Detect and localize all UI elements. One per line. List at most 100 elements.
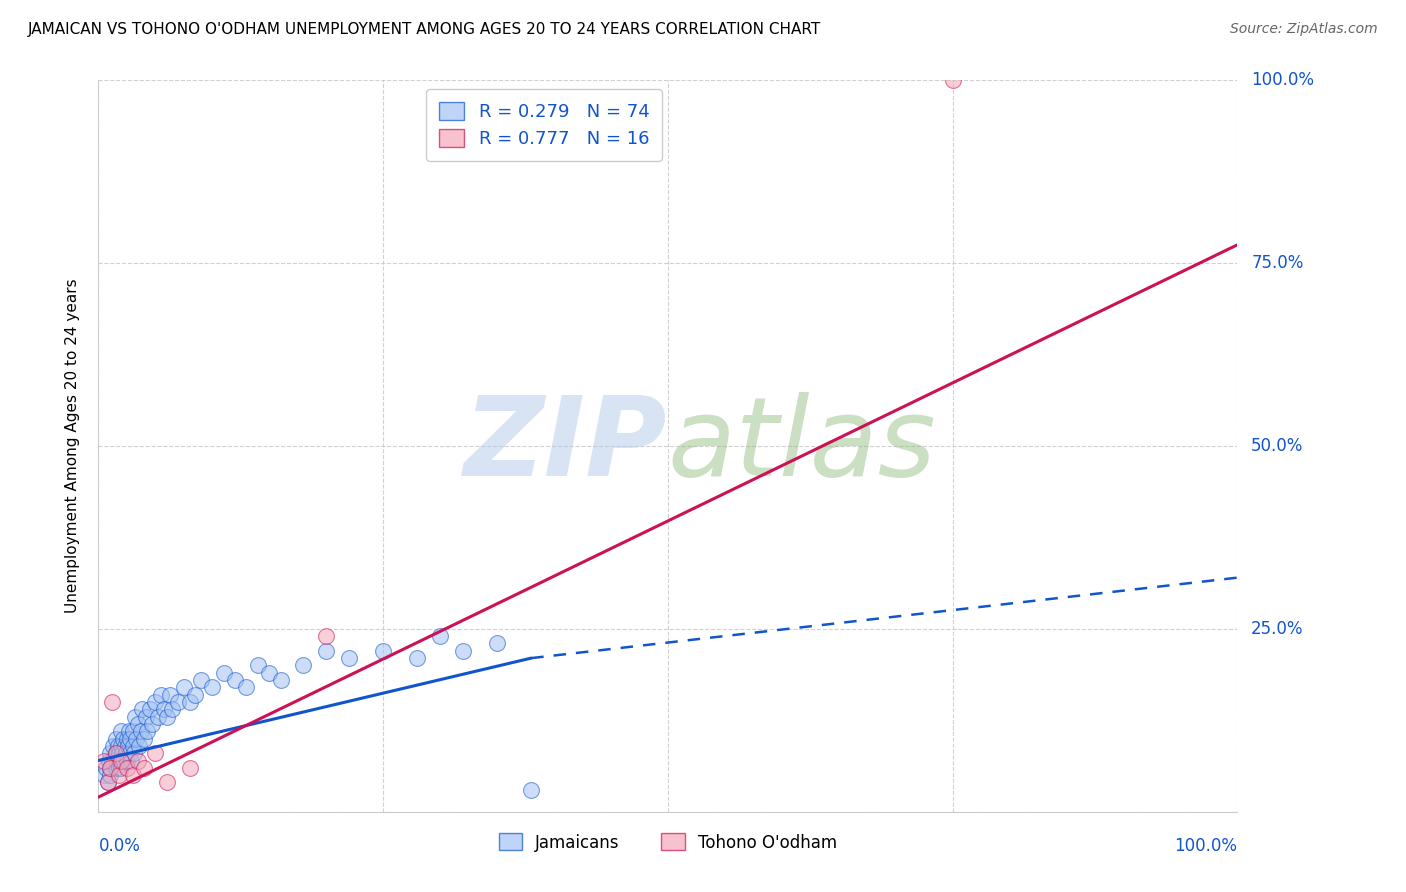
Point	[98, 761, 121, 775]
Point	[104, 761, 127, 775]
Point	[406, 651, 429, 665]
Point	[184, 688, 207, 702]
Text: 0.0%: 0.0%	[98, 837, 141, 855]
Point	[115, 731, 138, 746]
Point	[117, 739, 139, 753]
Point	[129, 724, 152, 739]
Text: 100.0%: 100.0%	[1174, 837, 1237, 855]
Point	[121, 739, 143, 753]
Text: Source: ZipAtlas.com: Source: ZipAtlas.com	[1230, 22, 1378, 37]
Point	[96, 775, 118, 789]
Text: atlas: atlas	[668, 392, 936, 500]
Point	[179, 695, 201, 709]
Point	[115, 761, 138, 775]
Point	[259, 665, 281, 680]
Point	[93, 768, 115, 782]
Point	[103, 739, 125, 753]
Point	[150, 688, 173, 702]
Text: ZIP: ZIP	[464, 392, 668, 500]
Point	[114, 746, 136, 760]
Point	[111, 746, 134, 760]
Point	[156, 709, 179, 723]
Point	[145, 746, 167, 760]
Point	[128, 739, 150, 753]
Point	[315, 644, 337, 658]
Point	[132, 731, 155, 746]
Point	[337, 651, 360, 665]
Point	[162, 702, 184, 716]
Point	[131, 702, 153, 716]
Point	[96, 761, 118, 775]
Point	[121, 724, 143, 739]
Point	[114, 739, 136, 753]
Text: 50.0%: 50.0%	[1251, 437, 1303, 455]
Point	[156, 775, 179, 789]
Point	[127, 754, 149, 768]
Point	[124, 709, 146, 723]
Point	[246, 658, 269, 673]
Point	[120, 754, 142, 768]
Point	[93, 754, 115, 768]
Point	[132, 761, 155, 775]
Point	[125, 731, 148, 746]
Point	[105, 754, 128, 768]
Point	[135, 709, 157, 723]
Point	[108, 746, 131, 760]
Point	[110, 754, 132, 768]
Text: 75.0%: 75.0%	[1251, 254, 1303, 272]
Point	[201, 681, 224, 695]
Point	[127, 717, 149, 731]
Point	[110, 724, 132, 739]
Point	[235, 681, 257, 695]
Point	[167, 695, 190, 709]
Y-axis label: Unemployment Among Ages 20 to 24 years: Unemployment Among Ages 20 to 24 years	[65, 278, 80, 614]
Point	[110, 739, 132, 753]
Point	[108, 761, 131, 775]
Point	[173, 681, 195, 695]
Point	[159, 688, 181, 702]
Point	[486, 636, 509, 650]
Point	[101, 695, 124, 709]
Point	[520, 782, 543, 797]
Point	[107, 739, 129, 753]
Text: 25.0%: 25.0%	[1251, 620, 1303, 638]
Point	[120, 746, 142, 760]
Point	[145, 695, 167, 709]
Point	[122, 746, 145, 760]
Point	[141, 717, 163, 731]
Point	[108, 754, 131, 768]
Point	[270, 673, 292, 687]
Point	[108, 768, 131, 782]
Point	[153, 702, 176, 716]
Legend: Jamaicans, Tohono O'odham: Jamaicans, Tohono O'odham	[492, 827, 844, 858]
Point	[112, 731, 135, 746]
Point	[110, 761, 132, 775]
Point	[104, 746, 127, 760]
Text: 100.0%: 100.0%	[1251, 71, 1315, 89]
Point	[292, 658, 315, 673]
Point	[315, 629, 337, 643]
Point	[138, 702, 160, 716]
Text: JAMAICAN VS TOHONO O'ODHAM UNEMPLOYMENT AMONG AGES 20 TO 24 YEARS CORRELATION CH: JAMAICAN VS TOHONO O'ODHAM UNEMPLOYMENT …	[28, 22, 821, 37]
Point	[136, 724, 159, 739]
Point	[104, 731, 127, 746]
Point	[104, 746, 127, 760]
Point	[179, 761, 201, 775]
Point	[98, 768, 121, 782]
Point	[224, 673, 246, 687]
Point	[121, 768, 143, 782]
Point	[190, 673, 212, 687]
Point	[451, 644, 474, 658]
Point	[371, 644, 394, 658]
Point	[112, 754, 135, 768]
Point	[120, 731, 142, 746]
Point	[146, 709, 169, 723]
Point	[118, 724, 141, 739]
Point	[98, 761, 121, 775]
Point	[212, 665, 235, 680]
Point	[101, 754, 124, 768]
Point	[942, 73, 965, 87]
Point	[98, 746, 121, 760]
Point	[97, 754, 120, 768]
Point	[429, 629, 451, 643]
